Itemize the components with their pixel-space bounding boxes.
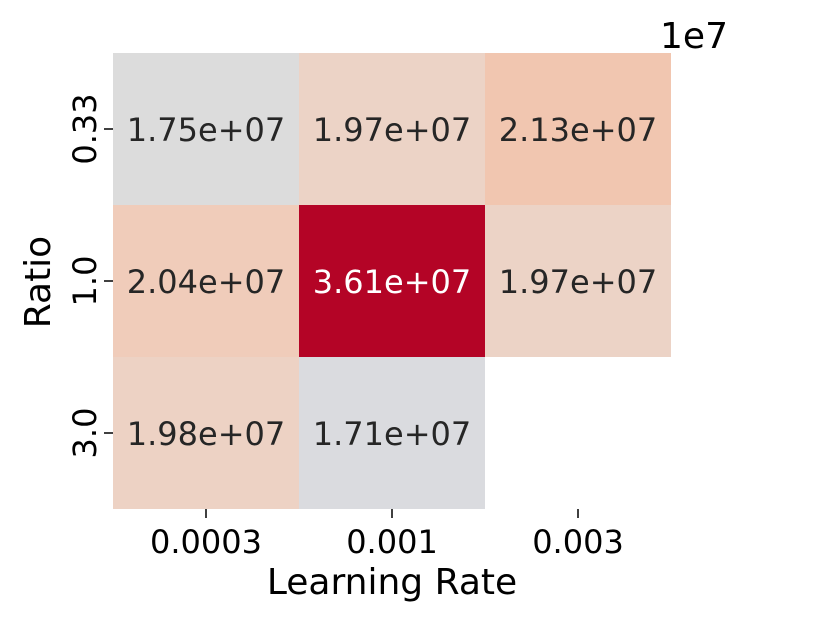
x-tick-label: 0.003 [532,523,624,561]
cell-value-label: 1.75e+07 [127,111,285,149]
heatmap-cell [485,53,671,205]
heatmap-cell-labels: 1.75e+07 1.97e+07 2.13e+07 2.04e+07 3.61e+07… [127,111,657,453]
x-axis-ticks: 0.0003 0.001 0.003 [150,509,624,561]
heatmap-cell [299,53,485,205]
cell-value-label: 3.61e+07 [313,263,471,301]
y-tick-label: 0.33 [66,93,104,164]
cell-value-label: 2.04e+07 [127,263,285,301]
heatmap-cell [485,205,671,357]
cell-value-label: 1.97e+07 [499,263,657,301]
heatmap-cell [299,357,485,509]
x-axis-label: Learning Rate [267,562,517,603]
x-tick-label: 0.0003 [150,523,262,561]
x-tick-label: 0.001 [346,523,438,561]
cell-value-label: 2.13e+07 [499,111,657,149]
cell-value-label: 1.97e+07 [313,111,471,149]
y-axis-ticks: 0.33 1.0 3.0 [66,93,113,458]
heatmap-cells [113,53,671,509]
heatmap-cell [113,205,299,357]
cell-value-label: 1.98e+07 [127,415,285,453]
y-tick-label: 3.0 [66,408,104,459]
cell-value-label: 1.71e+07 [313,415,471,453]
heatmap-cell [299,205,485,357]
heatmap-cell [113,53,299,205]
y-tick-label: 1.0 [66,256,104,307]
y-axis-label: Ratio [18,236,59,328]
offset-label: 1e7 [660,16,728,57]
heatmap-cell [113,357,299,509]
